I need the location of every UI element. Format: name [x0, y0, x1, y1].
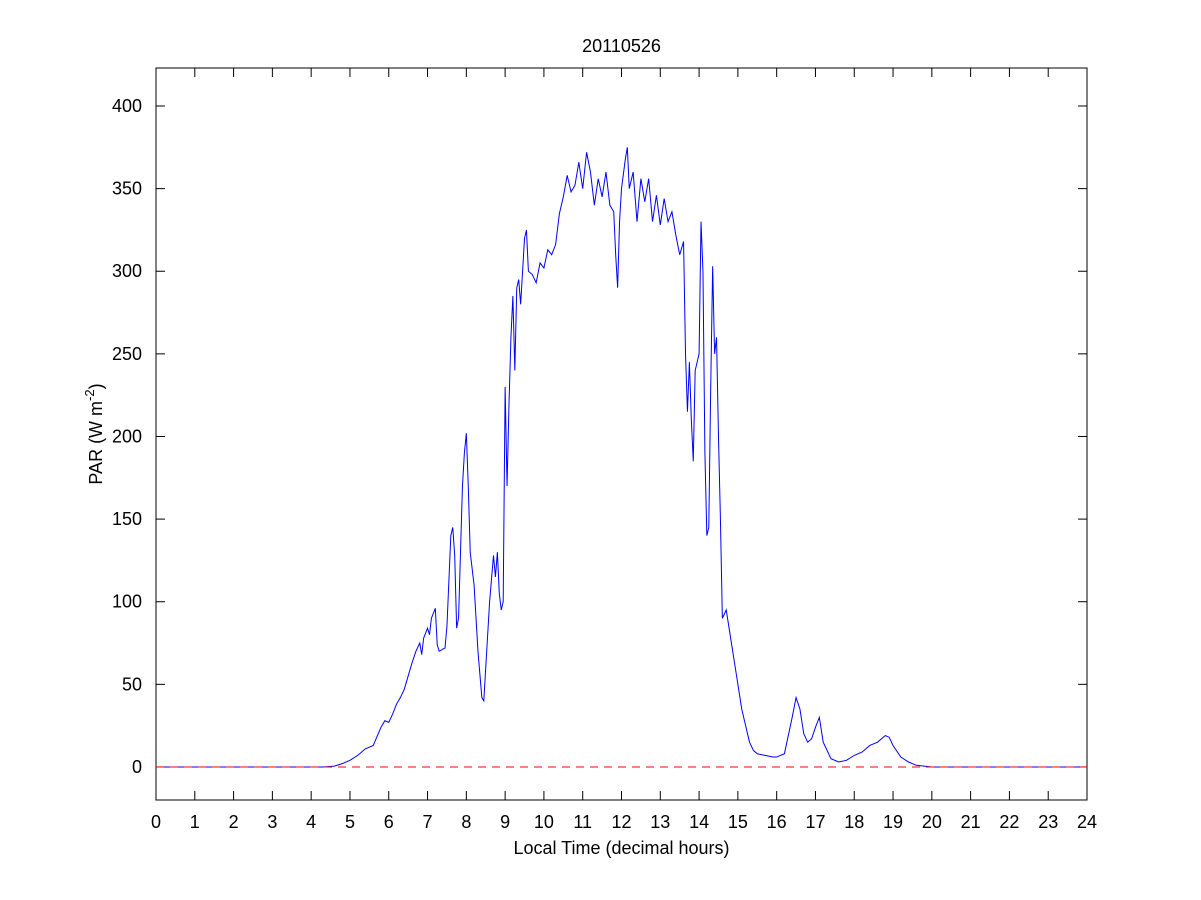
plot-frame: [155, 67, 1088, 801]
x-tick-label: 19: [883, 812, 903, 832]
y-axis-label-text: PAR (W m: [86, 401, 106, 485]
x-tick-label: 24: [1077, 812, 1097, 832]
x-tick-label: 18: [844, 812, 864, 832]
x-tick-label: 21: [961, 812, 981, 832]
x-tick-label: 12: [611, 812, 631, 832]
series-layer: [156, 147, 1087, 768]
y-axis-label-suffix: ): [86, 383, 106, 389]
x-axis-label: Local Time (decimal hours): [513, 838, 729, 858]
x-tick-label: 9: [500, 812, 510, 832]
x-tick-label: 8: [461, 812, 471, 832]
y-tick-label: 0: [132, 757, 142, 777]
x-tick-label: 15: [728, 812, 748, 832]
y-tick-label: 250: [112, 344, 142, 364]
y-axis-label-superscript: -2: [82, 389, 97, 401]
y-axis: 0 50 100 150 200 250 300 350 400: [112, 96, 1087, 777]
y-tick-label: 200: [112, 426, 142, 446]
x-tick-label: 16: [767, 812, 787, 832]
x-tick-label: 5: [345, 812, 355, 832]
x-tick-label: 23: [1038, 812, 1058, 832]
x-tick-label: 7: [423, 812, 433, 832]
chart-title: 20110526: [582, 36, 661, 56]
x-tick-label: 0: [151, 812, 161, 832]
x-tick-label: 10: [534, 812, 554, 832]
y-tick-label: 400: [112, 96, 142, 116]
x-tick-label: 14: [689, 812, 709, 832]
y-axis-label: PAR (W m-2): [82, 383, 106, 484]
x-axis: 0 1 2 3 4 5 6 7 8 9 10 11 12 13 14 15 16 17 18 19 20 21 22 23 24: [151, 68, 1097, 832]
x-tick-label: 6: [384, 812, 394, 832]
y-tick-label: 350: [112, 179, 142, 199]
x-tick-label: 20: [922, 812, 942, 832]
y-tick-label: 300: [112, 261, 142, 281]
x-tick-label: 13: [650, 812, 670, 832]
y-tick-label: 100: [112, 592, 142, 612]
x-tick-label: 1: [190, 812, 200, 832]
x-tick-label: 11: [573, 812, 592, 832]
series-line-0: [156, 147, 1087, 768]
x-tick-label: 17: [805, 812, 825, 832]
x-tick-label: 3: [267, 812, 277, 832]
y-tick-label: 150: [112, 509, 142, 529]
x-tick-label: 4: [306, 812, 316, 832]
y-tick-label: 50: [122, 674, 142, 694]
x-tick-label: 2: [229, 812, 239, 832]
x-tick-label: 22: [999, 812, 1019, 832]
